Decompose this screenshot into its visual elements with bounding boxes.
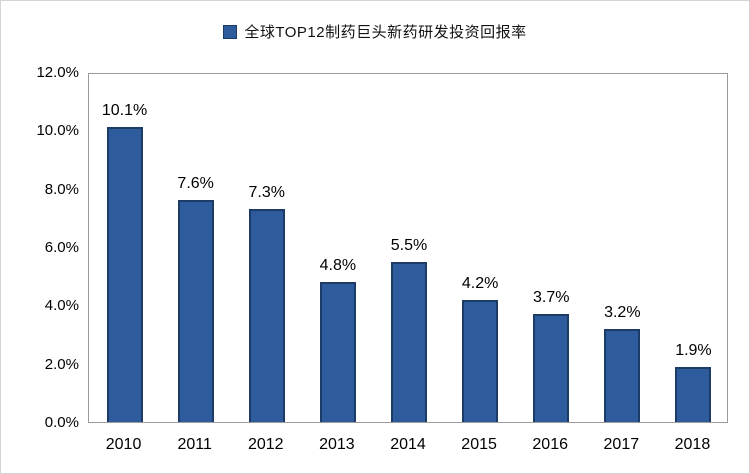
bar-value-label: 4.2% [461, 274, 499, 292]
bar-2010 [106, 127, 143, 422]
bar-2014 [391, 261, 427, 422]
bar-2018 [675, 366, 712, 422]
bar-2012 [248, 209, 285, 422]
chart-legend: 全球TOP12制药巨头新药研发投资回报率 [1, 21, 749, 42]
bar-2017 [604, 328, 641, 422]
bar-2013 [319, 282, 356, 422]
bar-value-label: 3.7% [532, 289, 570, 307]
y-axis-tick-label: 6.0% [44, 239, 79, 256]
y-axis-tick-label: 10.0% [36, 122, 79, 140]
bar-2016 [533, 314, 570, 422]
bar-value-label: 3.2% [604, 303, 641, 321]
bar-2011 [177, 200, 214, 422]
bar-value-label: 10.1% [101, 102, 148, 120]
x-axis-tick-label: 2012 [247, 436, 284, 453]
y-axis-tick-label: 2.0% [44, 355, 79, 373]
legend-swatch-icon [223, 24, 238, 39]
bar-2015 [462, 299, 499, 422]
bar-value-label: 1.9% [675, 341, 712, 359]
y-axis-tick-label: 0.0% [44, 414, 79, 431]
x-axis-tick-label: 2018 [674, 436, 711, 453]
x-axis-tick-label: 2013 [319, 436, 355, 453]
x-axis-tick-label: 2017 [603, 436, 640, 453]
x-axis-tick-label: 2016 [532, 436, 568, 453]
x-axis-tick-label: 2015 [461, 436, 497, 453]
x-axis-tick-label: 2010 [105, 436, 142, 453]
y-axis-tick-label: 4.0% [44, 297, 79, 315]
y-axis-tick-label: 12.0% [36, 64, 79, 81]
bar-value-label: 4.8% [319, 257, 357, 274]
bar-value-label: 5.5% [390, 236, 428, 254]
y-axis-tick-label: 8.0% [44, 180, 79, 198]
legend-label: 全球TOP12制药巨头新药研发投资回报率 [244, 24, 527, 41]
plot-area: 10.1% 7.6% 7.3% 4.8% 5.5% 4.2% 3.7% 3.2% 1.9% [88, 73, 728, 423]
bar-value-label: 7.3% [248, 184, 285, 202]
x-axis-tick-label: 2014 [390, 436, 426, 453]
bar-value-label: 7.6% [177, 175, 214, 193]
x-axis-tick-label: 2011 [177, 436, 212, 453]
